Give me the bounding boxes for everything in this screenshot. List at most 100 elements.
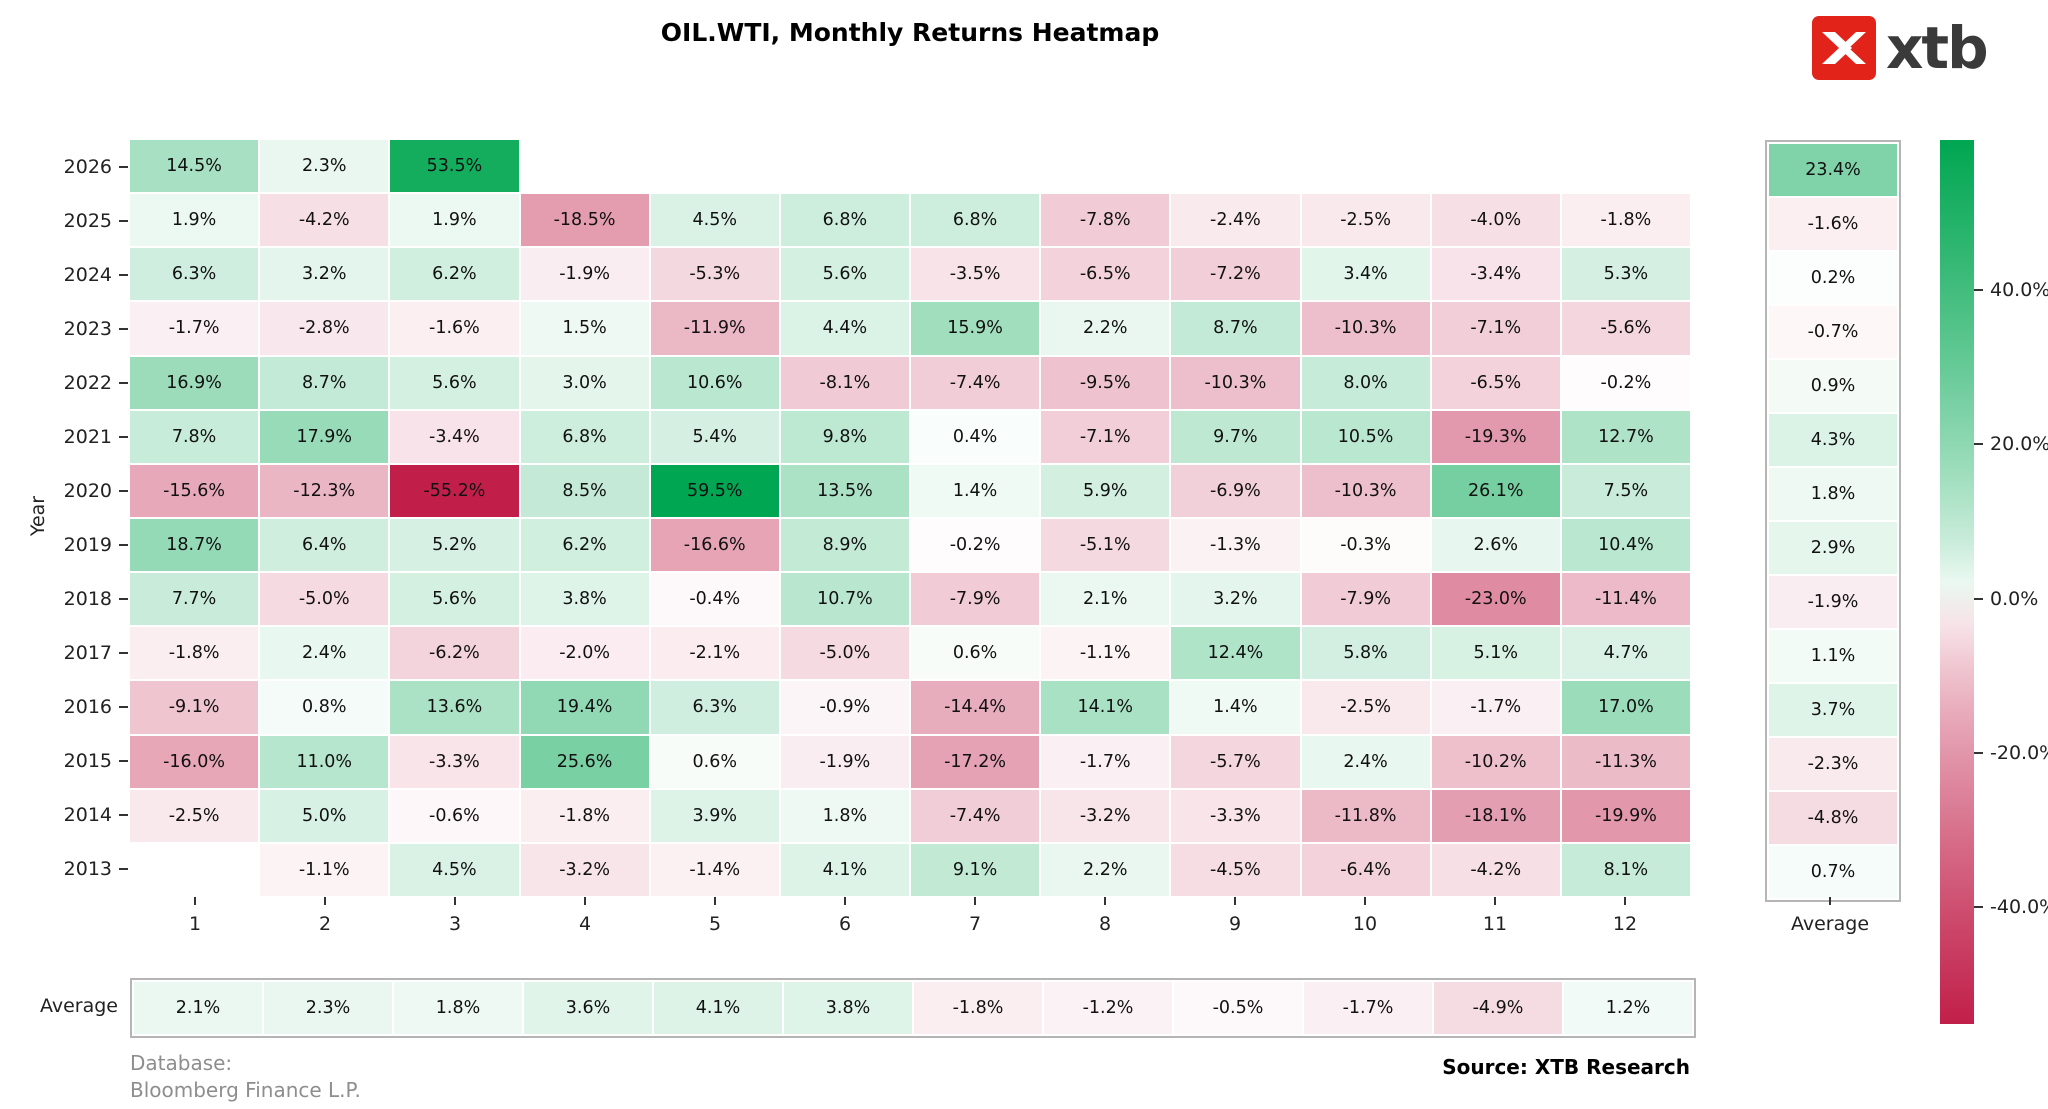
column-average-cell: -1.2% [1044, 982, 1172, 1034]
y-tick-label: 2013 [63, 858, 112, 880]
colorbar-tick: 20.0% [1974, 433, 2048, 455]
heatmap-cell: -3.4% [390, 410, 519, 463]
heatmap-cell: 53.5% [390, 140, 519, 193]
heatmap-cell: 5.3% [1561, 248, 1690, 301]
tick-mark [1974, 751, 1983, 754]
heatmap-cell: -2.8% [260, 302, 389, 355]
tick-mark [1624, 897, 1626, 905]
xtb-logo-text: xtb [1886, 14, 1989, 82]
heatmap-cell: 13.5% [780, 464, 909, 517]
tick-mark [324, 897, 326, 905]
y-tick-2013: 2013 [0, 842, 128, 896]
heatmap-cell: 2.4% [260, 627, 389, 680]
x-tick-12: 12 [1560, 897, 1690, 935]
y-tick-2026: 2026 [0, 140, 128, 194]
heatmap-cell: 8.9% [780, 518, 909, 572]
x-tick-label: 7 [968, 913, 982, 935]
row-average-cell: 0.7% [1769, 846, 1897, 898]
colorbar-tick-label: 20.0% [1990, 433, 2048, 456]
heatmap-cell: 5.8% [1301, 627, 1430, 680]
heatmap-cell: -0.6% [390, 789, 519, 842]
y-tick-2017: 2017 [0, 626, 128, 680]
heatmap-cell: 9.7% [1171, 410, 1300, 463]
x-tick-8: 8 [1040, 897, 1170, 935]
heatmap-cell: -0.9% [780, 681, 909, 734]
column-average-cell: 2.3% [264, 982, 392, 1034]
heatmap-cell: -6.9% [1171, 464, 1300, 517]
heatmap-cell: -10.3% [1171, 356, 1300, 409]
tick-mark [454, 897, 456, 905]
heatmap-cell: 6.2% [390, 248, 519, 301]
heatmap-cell: -2.4% [1171, 194, 1300, 247]
heatmap-cell: 2.2% [1041, 843, 1170, 896]
heatmap-cell: 3.8% [520, 573, 649, 626]
heatmap-cell: -15.6% [130, 464, 259, 517]
tick-mark [119, 382, 128, 384]
heatmap-cell: 6.8% [911, 194, 1040, 247]
heatmap-cell: 10.6% [650, 356, 779, 409]
heatmap-cell: -23.0% [1431, 573, 1560, 626]
y-tick-2020: 2020 [0, 464, 128, 518]
heatmap-cell: 1.9% [390, 194, 519, 247]
x-tick-5: 5 [650, 897, 780, 935]
heatmap-cell: -14.4% [911, 681, 1040, 734]
y-tick-2015: 2015 [0, 734, 128, 788]
heatmap-cell: -1.7% [1431, 681, 1560, 734]
heatmap-cell: -2.5% [130, 789, 259, 842]
x-tick-4: 4 [520, 897, 650, 935]
tick-mark [119, 652, 128, 654]
heatmap-cell: 6.8% [780, 194, 909, 247]
heatmap-cell: -7.8% [1041, 194, 1170, 247]
heatmap-cell: -10.3% [1301, 464, 1430, 517]
tick-mark [119, 598, 128, 600]
heatmap-cell: 14.1% [1041, 681, 1170, 734]
heatmap-cell: -1.7% [130, 302, 259, 355]
heatmap-cell: -9.1% [130, 681, 259, 734]
y-tick-2019: 2019 [0, 518, 128, 572]
tick-mark [119, 706, 128, 708]
heatmap-cell: -19.3% [1431, 410, 1560, 463]
heatmap-cell [1432, 140, 1560, 192]
column-average-cell: -1.7% [1304, 982, 1432, 1034]
heatmap-cell: -6.4% [1301, 843, 1430, 896]
heatmap-cell: -0.2% [1561, 356, 1690, 409]
heatmap-cell: 5.4% [650, 410, 779, 463]
row-average-cell: 0.9% [1769, 360, 1897, 412]
tick-mark [1974, 905, 1983, 908]
row-average-column: 23.4% -1.6% 0.2% -0.7% 0.9% 4.3% 1.8% 2.9% -1.9%… [1765, 140, 1901, 902]
x-tick-label: 9 [1228, 913, 1242, 935]
colorbar-tick: 0.0% [1974, 588, 2038, 610]
heatmap-cell: 1.4% [1171, 681, 1300, 734]
colorbar-tick-label: 0.0% [1990, 587, 2039, 610]
y-tick-label: 2025 [63, 210, 112, 232]
heatmap-cell: -1.1% [1041, 627, 1170, 680]
column-average-cell: 1.8% [394, 982, 522, 1034]
heatmap-cell: 7.8% [130, 410, 259, 463]
heatmap-cell [1302, 140, 1430, 192]
heatmap-cell: -8.1% [780, 356, 909, 409]
heatmap-cell: -11.3% [1561, 735, 1690, 788]
heatmap-cell: -1.9% [780, 735, 909, 788]
colorbar-tick: -20.0% [1974, 742, 2048, 764]
heatmap-cell: -0.4% [650, 573, 779, 626]
heatmap-cell: -5.0% [260, 573, 389, 626]
heatmap-cell: 5.0% [260, 789, 389, 842]
heatmap-cell: -1.8% [520, 789, 649, 842]
heatmap-cell: -3.5% [911, 248, 1040, 301]
heatmap-cell: 1.9% [130, 194, 259, 247]
row-average-cell: -4.8% [1769, 792, 1897, 844]
column-average-cell: 2.1% [134, 982, 262, 1034]
heatmap-cell: 7.5% [1561, 464, 1690, 517]
heatmap-cell: 9.8% [780, 410, 909, 463]
average-column-label: Average [1790, 913, 1870, 935]
heatmap-cell: 8.0% [1301, 356, 1430, 409]
heatmap-cell: 0.6% [650, 735, 779, 788]
database-note-line2: Bloomberg Finance L.P. [130, 1078, 361, 1102]
row-average-cell: 23.4% [1769, 144, 1897, 196]
chart-title: OIL.WTI, Monthly Returns Heatmap [660, 18, 1160, 47]
heatmap-cell: 18.7% [130, 518, 259, 572]
tick-mark [119, 328, 128, 330]
heatmap-cell: 5.9% [1041, 464, 1170, 517]
heatmap-cell: -1.8% [1561, 194, 1690, 247]
heatmap-cell [130, 844, 258, 896]
